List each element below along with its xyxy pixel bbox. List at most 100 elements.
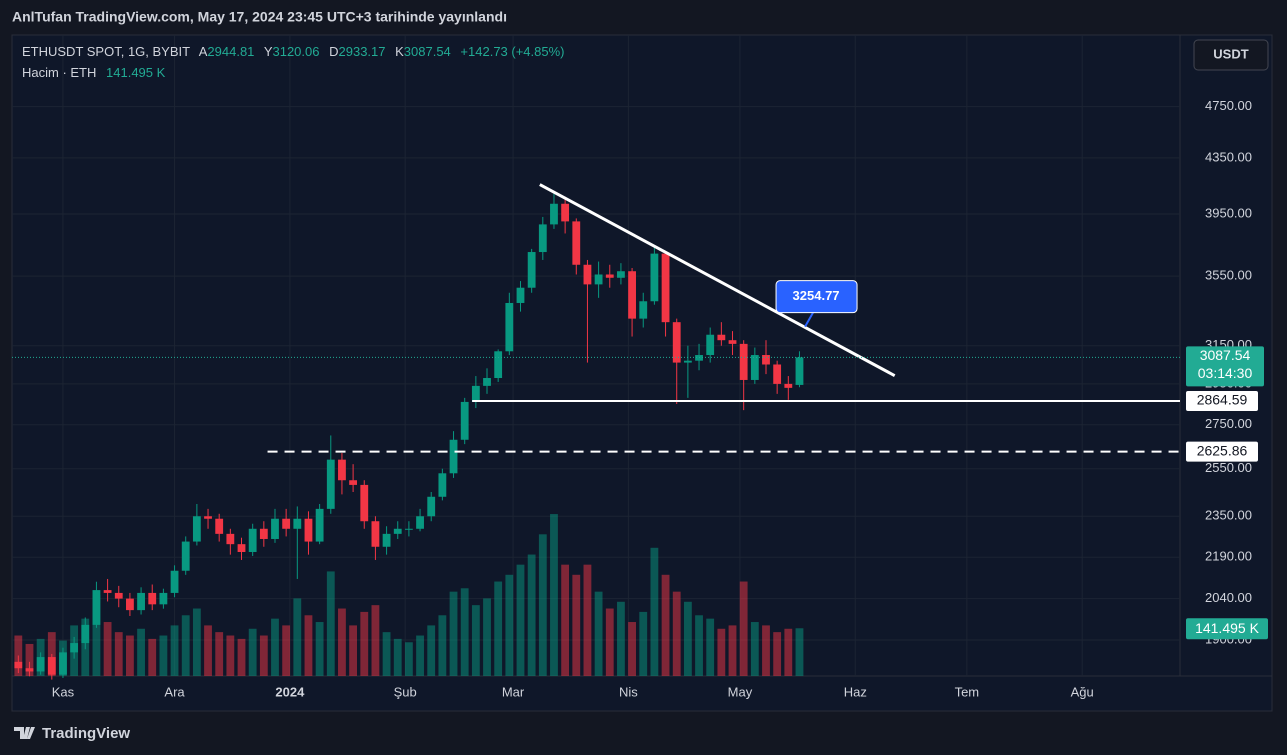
- volume-bar: [248, 628, 257, 676]
- y-tick-label: 2750.00: [1205, 416, 1252, 431]
- volume-bar: [728, 625, 737, 676]
- volume-bar: [170, 625, 179, 676]
- callout-box: [775, 280, 858, 314]
- volume-bar: [460, 588, 469, 676]
- volume-bar: [159, 635, 168, 676]
- low-label: D: [329, 44, 338, 59]
- candle-body: [393, 528, 402, 534]
- volume-bar: [271, 618, 279, 676]
- candle-body: [360, 484, 369, 522]
- candle-body: [494, 351, 503, 379]
- candle-body: [661, 253, 670, 323]
- candle-body: [59, 652, 67, 675]
- x-tick-label: Şub: [394, 684, 417, 699]
- volume-bar: [594, 591, 603, 676]
- volume-bar: [527, 554, 536, 676]
- volume-label: Hacim · ETH: [22, 65, 96, 80]
- candle-body: [282, 518, 291, 529]
- chart-frame: [11, 34, 1273, 712]
- candle-body: [92, 590, 101, 625]
- x-tick-label: Nis: [619, 684, 638, 699]
- volume-bar: [773, 632, 782, 676]
- volume-bar: [315, 622, 324, 676]
- volume-legend: Hacim · ETH 141.495 K: [22, 65, 166, 80]
- y-tick-label: 4350.00: [1205, 149, 1252, 164]
- plot: 3254.77: [12, 35, 1180, 680]
- candle-body: [639, 301, 648, 319]
- candle-body: [248, 528, 257, 553]
- candle-body: [382, 533, 391, 547]
- high-label: Y: [264, 44, 273, 59]
- volume-bar: [505, 574, 514, 676]
- candle-body: [683, 360, 692, 363]
- volume-bar: [371, 605, 380, 676]
- high-value: 3120.06: [272, 44, 319, 59]
- candle-body: [271, 518, 279, 539]
- volume-bar: [605, 608, 614, 676]
- volume-bar: [427, 625, 436, 676]
- volume-bar: [661, 574, 670, 676]
- candle-body: [628, 271, 636, 319]
- candle-body: [739, 343, 748, 380]
- candle-body: [460, 401, 469, 440]
- candle-body: [215, 518, 224, 534]
- candle-body: [103, 590, 112, 593]
- countdown: 03:14:30: [1198, 365, 1253, 381]
- x-tick-label: Ağu: [1071, 684, 1094, 699]
- volume-bar: [114, 632, 123, 676]
- volume-bar: [393, 638, 402, 676]
- volume-bar: [739, 581, 748, 676]
- candle-body: [706, 334, 715, 356]
- volume-bar: [360, 611, 369, 676]
- volume-bar: [204, 625, 212, 676]
- candle-body: [427, 496, 436, 517]
- volume-bar: [572, 574, 581, 676]
- candle-body: [516, 287, 525, 303]
- y-tick-label: 4750.00: [1205, 98, 1252, 113]
- x-tick-label: 2024: [275, 684, 305, 699]
- volume-bar: [259, 635, 268, 676]
- currency-button-frame[interactable]: [1193, 39, 1269, 71]
- volume-badge-label: 141.495 K: [1195, 620, 1259, 636]
- candle-body: [237, 544, 246, 553]
- volume-bar: [382, 632, 391, 676]
- candle-body: [762, 355, 770, 365]
- candle-body: [617, 271, 625, 278]
- currency-button[interactable]: USDT: [1193, 39, 1269, 71]
- volume-bar: [226, 635, 235, 676]
- x-tick-label: May: [728, 684, 753, 699]
- volume-bar: [583, 564, 592, 676]
- volume-bar: [516, 564, 525, 676]
- volume-bar: [349, 625, 358, 676]
- volume-bar: [706, 618, 715, 676]
- line-price-badge: [1186, 390, 1258, 411]
- candle-body: [583, 264, 592, 285]
- candle-body: [25, 668, 34, 672]
- currency-label[interactable]: USDT: [1213, 46, 1248, 61]
- logo-icon: [14, 727, 35, 739]
- y-tick-label: 2550.00: [1205, 460, 1252, 475]
- candle-body: [226, 533, 235, 545]
- candle-body: [137, 592, 145, 611]
- candle-body: [371, 521, 380, 547]
- volume-bar: [717, 628, 726, 676]
- candle-body: [728, 340, 737, 344]
- volume-bar: [148, 638, 157, 676]
- candle-body: [605, 274, 614, 278]
- candle-body: [36, 657, 45, 672]
- candle-body: [326, 459, 335, 509]
- volume-bar: [683, 601, 692, 676]
- candle-body: [114, 592, 123, 599]
- candle-body: [204, 516, 212, 519]
- last-price-badge: [1186, 346, 1264, 387]
- open-value: 2944.81: [207, 44, 254, 59]
- x-tick-label: Haz: [844, 684, 867, 699]
- y-tick-label: 3950.00: [1205, 205, 1252, 220]
- volume-bar: [695, 615, 703, 676]
- logo: TradingView: [14, 725, 130, 742]
- volume-bar: [672, 591, 681, 676]
- brand: TradingView: [42, 725, 130, 742]
- candle-body: [126, 598, 134, 611]
- volume-bar: [304, 615, 313, 676]
- low-value: 2933.17: [339, 44, 386, 59]
